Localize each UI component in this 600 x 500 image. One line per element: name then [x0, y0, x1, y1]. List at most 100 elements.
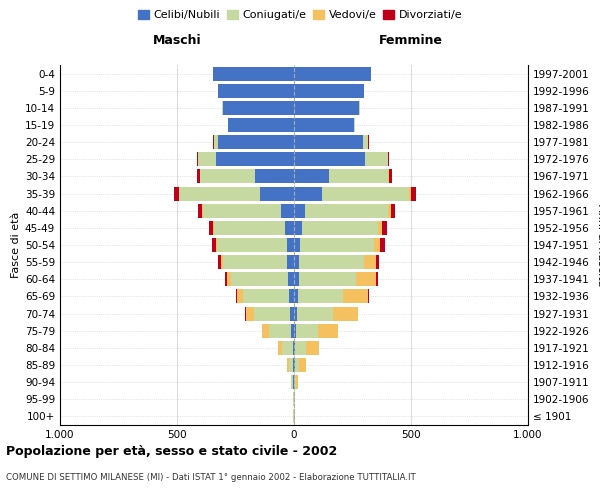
- Bar: [353, 118, 355, 132]
- Bar: [245, 306, 246, 320]
- Bar: [215, 152, 294, 166]
- Bar: [294, 272, 299, 286]
- Bar: [236, 290, 243, 304]
- Bar: [278, 341, 282, 355]
- Bar: [298, 290, 343, 304]
- Bar: [389, 170, 392, 183]
- Bar: [269, 324, 291, 338]
- Bar: [294, 238, 301, 252]
- Bar: [297, 306, 333, 320]
- Bar: [289, 290, 294, 304]
- Bar: [214, 221, 285, 235]
- Bar: [198, 152, 215, 166]
- Bar: [410, 186, 416, 200]
- Bar: [343, 290, 368, 304]
- Bar: [294, 135, 363, 149]
- Bar: [296, 324, 318, 338]
- Bar: [229, 118, 294, 132]
- Text: Popolazione per età, sesso e stato civile - 2002: Popolazione per età, sesso e stato civil…: [6, 445, 337, 458]
- Bar: [294, 118, 353, 132]
- Bar: [295, 358, 299, 372]
- Bar: [376, 272, 378, 286]
- Bar: [287, 255, 294, 269]
- Bar: [209, 221, 213, 235]
- Bar: [287, 358, 289, 372]
- Bar: [301, 238, 374, 252]
- Bar: [296, 375, 298, 389]
- Bar: [227, 118, 229, 132]
- Bar: [217, 238, 287, 252]
- Bar: [294, 152, 365, 166]
- Bar: [374, 238, 380, 252]
- Bar: [213, 66, 294, 80]
- Bar: [203, 204, 281, 218]
- Bar: [294, 290, 298, 304]
- Bar: [391, 204, 395, 218]
- Bar: [294, 306, 297, 320]
- Bar: [294, 255, 299, 269]
- Bar: [218, 84, 294, 98]
- Bar: [368, 290, 369, 304]
- Bar: [294, 186, 322, 200]
- Bar: [329, 170, 388, 183]
- Bar: [214, 135, 218, 149]
- Bar: [231, 272, 288, 286]
- Bar: [290, 306, 294, 320]
- Bar: [299, 358, 306, 372]
- Bar: [382, 221, 387, 235]
- Bar: [299, 272, 356, 286]
- Bar: [179, 186, 260, 200]
- Bar: [295, 375, 296, 389]
- Bar: [197, 170, 200, 183]
- Bar: [289, 358, 293, 372]
- Bar: [294, 101, 359, 115]
- Bar: [225, 272, 227, 286]
- Bar: [380, 238, 385, 252]
- Bar: [281, 204, 294, 218]
- Bar: [293, 358, 294, 372]
- Bar: [288, 272, 294, 286]
- Bar: [302, 221, 378, 235]
- Y-axis label: Fasce di età: Fasce di età: [11, 212, 21, 278]
- Bar: [287, 238, 294, 252]
- Bar: [174, 186, 179, 200]
- Bar: [388, 152, 389, 166]
- Bar: [322, 186, 409, 200]
- Bar: [293, 375, 294, 389]
- Bar: [299, 255, 364, 269]
- Text: Femmine: Femmine: [379, 34, 443, 48]
- Bar: [294, 84, 364, 98]
- Bar: [218, 135, 294, 149]
- Bar: [227, 272, 231, 286]
- Bar: [223, 255, 287, 269]
- Bar: [282, 341, 293, 355]
- Bar: [293, 341, 294, 355]
- Bar: [294, 324, 296, 338]
- Bar: [292, 375, 293, 389]
- Bar: [294, 221, 302, 235]
- Y-axis label: Anni di nascita: Anni di nascita: [596, 204, 600, 286]
- Bar: [388, 204, 391, 218]
- Bar: [246, 306, 254, 320]
- Bar: [197, 152, 198, 166]
- Bar: [295, 341, 306, 355]
- Bar: [218, 255, 221, 269]
- Text: COMUNE DI SETTIMO MILANESE (MI) - Dati ISTAT 1° gennaio 2002 - Elaborazione TUTT: COMUNE DI SETTIMO MILANESE (MI) - Dati I…: [6, 472, 416, 482]
- Bar: [200, 170, 256, 183]
- Bar: [378, 221, 382, 235]
- Bar: [294, 341, 295, 355]
- Bar: [223, 101, 294, 115]
- Bar: [291, 324, 294, 338]
- Bar: [243, 290, 289, 304]
- Bar: [365, 152, 388, 166]
- Bar: [305, 204, 388, 218]
- Bar: [364, 255, 376, 269]
- Bar: [333, 306, 358, 320]
- Bar: [212, 238, 217, 252]
- Bar: [388, 170, 389, 183]
- Bar: [235, 290, 236, 304]
- Bar: [376, 255, 379, 269]
- Text: Maschi: Maschi: [152, 34, 202, 48]
- Bar: [198, 204, 202, 218]
- Bar: [294, 66, 371, 80]
